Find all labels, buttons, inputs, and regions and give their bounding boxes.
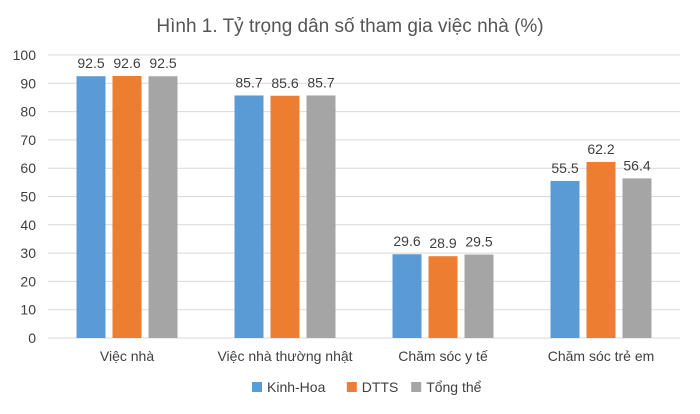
bar [112, 75, 142, 338]
y-axis: 0 10 20 30 40 50 60 70 80 90 100 [13, 47, 37, 346]
x-tick-label: Chăm sóc y tế [398, 348, 488, 364]
y-tick-label: 50 [20, 189, 36, 205]
x-tick-label: Việc nhà [100, 348, 154, 364]
data-labels: 92.5 92.6 92.5 85.7 85.6 85.7 29.6 28.9 29.5 55.5… [77, 55, 650, 251]
y-tick-label: 60 [20, 160, 36, 176]
bar [234, 95, 264, 339]
y-tick-label: 100 [13, 47, 37, 63]
data-label: 29.6 [393, 233, 420, 249]
data-label: 55.5 [551, 160, 578, 176]
bar [76, 76, 106, 338]
y-tick-label: 10 [20, 302, 36, 318]
bar [622, 178, 652, 338]
y-tick-label: 20 [20, 273, 36, 289]
data-label: 85.6 [271, 75, 298, 91]
y-tick-label: 90 [20, 75, 36, 91]
data-label: 85.7 [235, 74, 262, 90]
bars [76, 75, 652, 339]
bar [586, 161, 616, 338]
legend-label: DTTS [362, 379, 399, 395]
data-label: 92.6 [113, 55, 140, 71]
data-label: 28.9 [429, 235, 456, 251]
y-tick-label: 80 [20, 104, 36, 120]
bar [148, 76, 178, 338]
bar [428, 256, 458, 338]
chart-title: Hình 1. Tỷ trọng dân số tham gia việc nh… [156, 16, 543, 37]
data-label: 92.5 [77, 55, 104, 71]
bar [550, 180, 580, 338]
y-tick-label: 30 [20, 245, 36, 261]
legend-swatch [252, 382, 262, 392]
legend-label: Kinh-Hoa [267, 379, 326, 395]
legend-label: Tổng thể [426, 379, 481, 395]
bar [270, 95, 300, 338]
data-label: 29.5 [465, 234, 492, 250]
data-label: 85.7 [307, 74, 334, 90]
legend-swatch [411, 382, 422, 392]
bar [306, 95, 336, 339]
data-label: 62.2 [587, 141, 614, 157]
x-tick-label: Chăm sóc trẻ em [548, 348, 655, 364]
data-label: 92.5 [149, 55, 176, 71]
legend-swatch [346, 382, 357, 392]
grid [48, 54, 680, 339]
y-tick-label: 70 [20, 132, 36, 148]
data-label: 56.4 [623, 157, 650, 173]
y-tick-label: 40 [20, 217, 36, 233]
legend: Kinh-Hoa DTTS Tổng thể [252, 379, 482, 395]
y-tick-label: 0 [28, 330, 36, 346]
bar [392, 254, 422, 338]
bar [464, 254, 494, 338]
x-axis: Việc nhà Việc nhà thường nhật Chăm sóc y t… [100, 348, 654, 364]
x-tick-label: Việc nhà thường nhật [217, 348, 352, 364]
